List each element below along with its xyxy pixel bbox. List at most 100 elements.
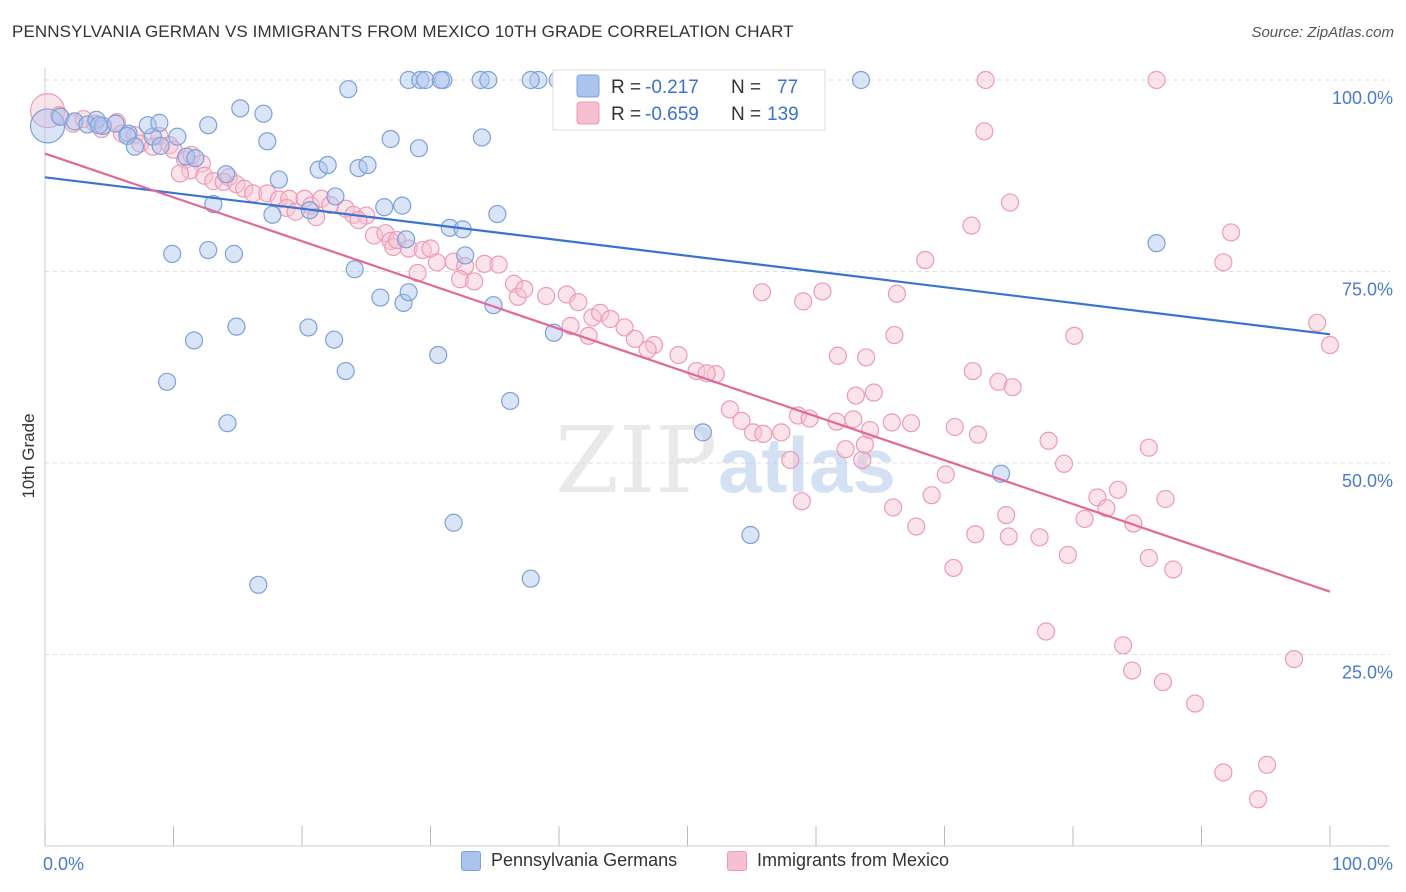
point-immigrants-from-mexico: [1065, 326, 1084, 345]
point-immigrants-from-mexico: [1248, 790, 1268, 809]
point-immigrants-from-mexico: [450, 270, 470, 289]
point-immigrants-from-mexico: [1003, 378, 1022, 397]
point-immigrants-from-mexico: [1308, 313, 1327, 332]
correlation-legend: R = -0.217 N = 77 R = -0.659 N = 139: [552, 69, 826, 131]
point-pennsylvania-germans: [399, 283, 418, 302]
point-immigrants-from-mexico: [800, 409, 819, 428]
point-immigrants-from-mexico: [781, 450, 800, 470]
point-immigrants-from-mexico: [625, 329, 644, 349]
point-immigrants-from-mexico: [882, 413, 901, 432]
point-immigrants-from-mexico: [813, 282, 832, 301]
point-pennsylvania-germans: [521, 70, 540, 90]
point-immigrants-from-mexico: [170, 164, 190, 183]
point-immigrants-from-mexico: [901, 414, 921, 433]
point-immigrants-from-mexico: [515, 280, 534, 299]
point-immigrants-from-mexico: [922, 486, 941, 505]
point-immigrants-from-mexico: [1185, 694, 1205, 713]
point-immigrants-from-mexico: [844, 410, 863, 429]
point-immigrants-from-mexico: [1036, 622, 1056, 641]
point-immigrants-from-mexico: [907, 517, 926, 536]
point-immigrants-from-mexico: [754, 424, 773, 443]
point-immigrants-from-mexico: [1030, 528, 1049, 547]
point-pennsylvania-germans: [29, 108, 66, 144]
point-immigrants-from-mexico: [857, 348, 876, 367]
point-pennsylvania-germans: [51, 107, 70, 126]
point-pennsylvania-germans: [325, 330, 344, 349]
point-immigrants-from-mexico: [235, 179, 254, 198]
legend-n-value-2: 139: [767, 104, 799, 125]
point-immigrants-from-mexico: [195, 166, 214, 185]
y-tick-label: 75.0%: [1342, 280, 1393, 300]
point-pennsylvania-germans: [269, 170, 288, 189]
legend-r-value-2: -0.659: [645, 104, 699, 125]
point-immigrants-from-mexico: [885, 325, 904, 345]
legend-swatch-immigrants-from-mexico: [727, 850, 747, 871]
point-immigrants-from-mexico: [591, 303, 610, 322]
point-immigrants-from-mexico: [916, 250, 935, 270]
point-immigrants-from-mexico: [569, 293, 588, 312]
point-immigrants-from-mexico: [1214, 253, 1233, 272]
point-immigrants-from-mexico: [1108, 480, 1128, 499]
point-pennsylvania-germans: [371, 288, 390, 307]
point-immigrants-from-mexico: [307, 208, 326, 227]
point-pennsylvania-germans: [358, 155, 377, 175]
point-immigrants-from-mexico: [489, 255, 508, 274]
point-immigrants-from-mexico: [1147, 70, 1166, 90]
legend-swatch-blue: [576, 74, 600, 98]
point-pennsylvania-germans: [375, 198, 394, 217]
point-immigrants-from-mexico: [258, 184, 277, 203]
legend-r-value-1: -0.217: [645, 77, 699, 98]
point-immigrants-from-mexico: [1123, 661, 1142, 680]
point-immigrants-from-mexico: [968, 425, 988, 444]
point-immigrants-from-mexico: [975, 122, 994, 141]
point-pennsylvania-germans: [339, 80, 358, 99]
point-pennsylvania-germans: [299, 318, 318, 337]
point-immigrants-from-mexico: [1114, 636, 1133, 655]
point-pennsylvania-germans: [396, 230, 416, 249]
point-pennsylvania-germans: [163, 244, 182, 263]
legend-item-pennsylvania-germans[interactable]: Pennsylvania Germans: [461, 850, 677, 871]
point-pennsylvania-germans: [199, 116, 218, 135]
point-immigrants-from-mexico: [615, 318, 634, 337]
legend-n-label-1: N =: [731, 77, 761, 98]
point-immigrants-from-mexico: [1164, 560, 1183, 579]
point-pennsylvania-germans: [472, 128, 491, 147]
point-pennsylvania-germans: [851, 70, 871, 90]
point-pennsylvania-germans: [227, 317, 246, 336]
point-immigrants-from-mexico: [427, 253, 447, 272]
point-pennsylvania-germans: [258, 132, 277, 151]
legend-item-immigrants-from-mexico[interactable]: Immigrants from Mexico: [727, 850, 949, 871]
point-immigrants-from-mexico: [1075, 509, 1094, 529]
point-immigrants-from-mexico: [1284, 649, 1304, 669]
point-pennsylvania-germans: [125, 137, 145, 156]
point-pennsylvania-germans: [151, 136, 170, 155]
point-immigrants-from-mexico: [752, 283, 772, 302]
point-immigrants-from-mexico: [720, 400, 740, 419]
legend-r-label-2: R =: [611, 104, 641, 125]
point-immigrants-from-mexico: [772, 423, 791, 442]
point-immigrants-from-mexico: [792, 492, 811, 511]
point-immigrants-from-mexico: [944, 558, 963, 578]
point-pennsylvania-germans: [741, 525, 760, 545]
point-immigrants-from-mexico: [644, 335, 664, 355]
point-immigrants-from-mexico: [1097, 499, 1116, 518]
trend-lines: [44, 152, 1331, 593]
point-pennsylvania-germans: [199, 240, 218, 260]
point-pennsylvania-germans: [456, 246, 475, 265]
point-pennsylvania-germans: [693, 423, 713, 442]
point-pennsylvania-germans: [336, 361, 355, 381]
point-pennsylvania-germans: [263, 205, 282, 224]
point-pennsylvania-germans: [318, 155, 337, 175]
point-pennsylvania-germans: [409, 139, 429, 158]
point-pennsylvania-germans: [157, 372, 177, 391]
point-immigrants-from-mexico: [999, 527, 1018, 546]
point-immigrants-from-mexico: [669, 345, 688, 365]
point-immigrants-from-mexico: [1139, 548, 1158, 568]
point-immigrants-from-mexico: [732, 411, 751, 430]
x-tick-label: 0.0%: [43, 854, 84, 874]
y-tick-label: 100.0%: [1332, 88, 1393, 108]
point-immigrants-from-mexico: [883, 498, 903, 517]
point-immigrants-from-mexico: [1221, 223, 1241, 242]
point-pennsylvania-germans: [431, 70, 450, 90]
